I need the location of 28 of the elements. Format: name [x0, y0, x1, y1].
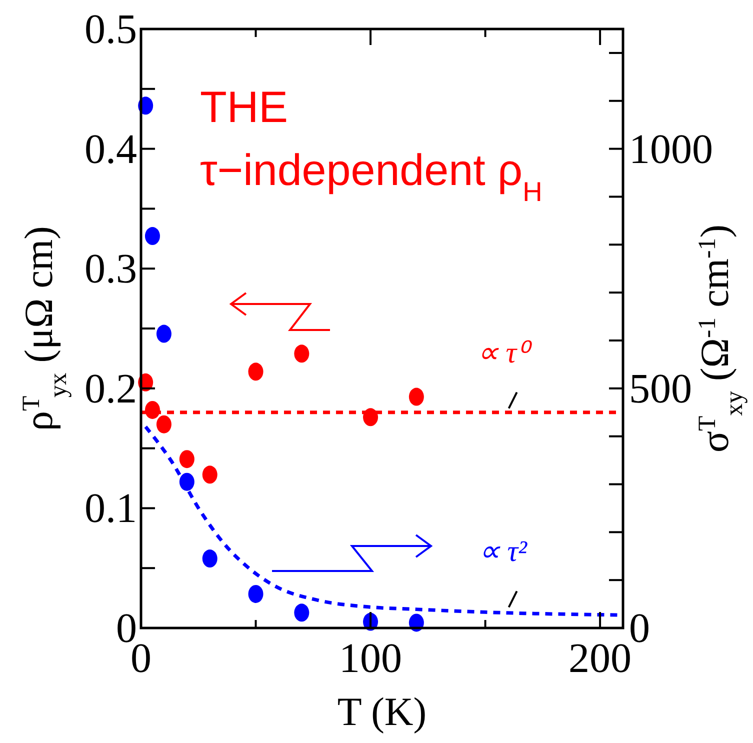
- annotation: THE: [200, 83, 288, 132]
- y2-tick-label: 1000: [629, 126, 713, 173]
- point: [248, 584, 264, 603]
- y-tick-label: 0.5: [84, 7, 137, 53]
- x-tick-label: 100: [339, 636, 402, 682]
- annotation: τ−independent ρ$_{H}$: [200, 146, 542, 206]
- point: [202, 550, 218, 568]
- y-tick-label: 0.1: [84, 486, 137, 532]
- annotation: ∝ τ²: [478, 535, 528, 568]
- point: [294, 604, 310, 622]
- annotation: ∝ τ⁰: [477, 336, 532, 370]
- y2-tick-label: 0: [629, 606, 650, 652]
- point: [202, 466, 218, 484]
- y-tick-label: 0.3: [84, 246, 137, 293]
- x-tick-label: 200: [568, 636, 632, 682]
- y2-tick-label: 500: [629, 366, 692, 412]
- point: [248, 362, 264, 381]
- point: [156, 415, 172, 434]
- point: [179, 450, 194, 468]
- point: [363, 408, 378, 426]
- x-axis-title: T (K): [337, 689, 427, 734]
- point: [144, 227, 160, 246]
- point: [156, 324, 172, 343]
- point: [144, 400, 160, 419]
- y-tick-label: 0.2: [84, 366, 137, 412]
- point: [294, 344, 310, 363]
- point: [408, 388, 424, 406]
- y-tick-label: 0.4: [84, 126, 137, 173]
